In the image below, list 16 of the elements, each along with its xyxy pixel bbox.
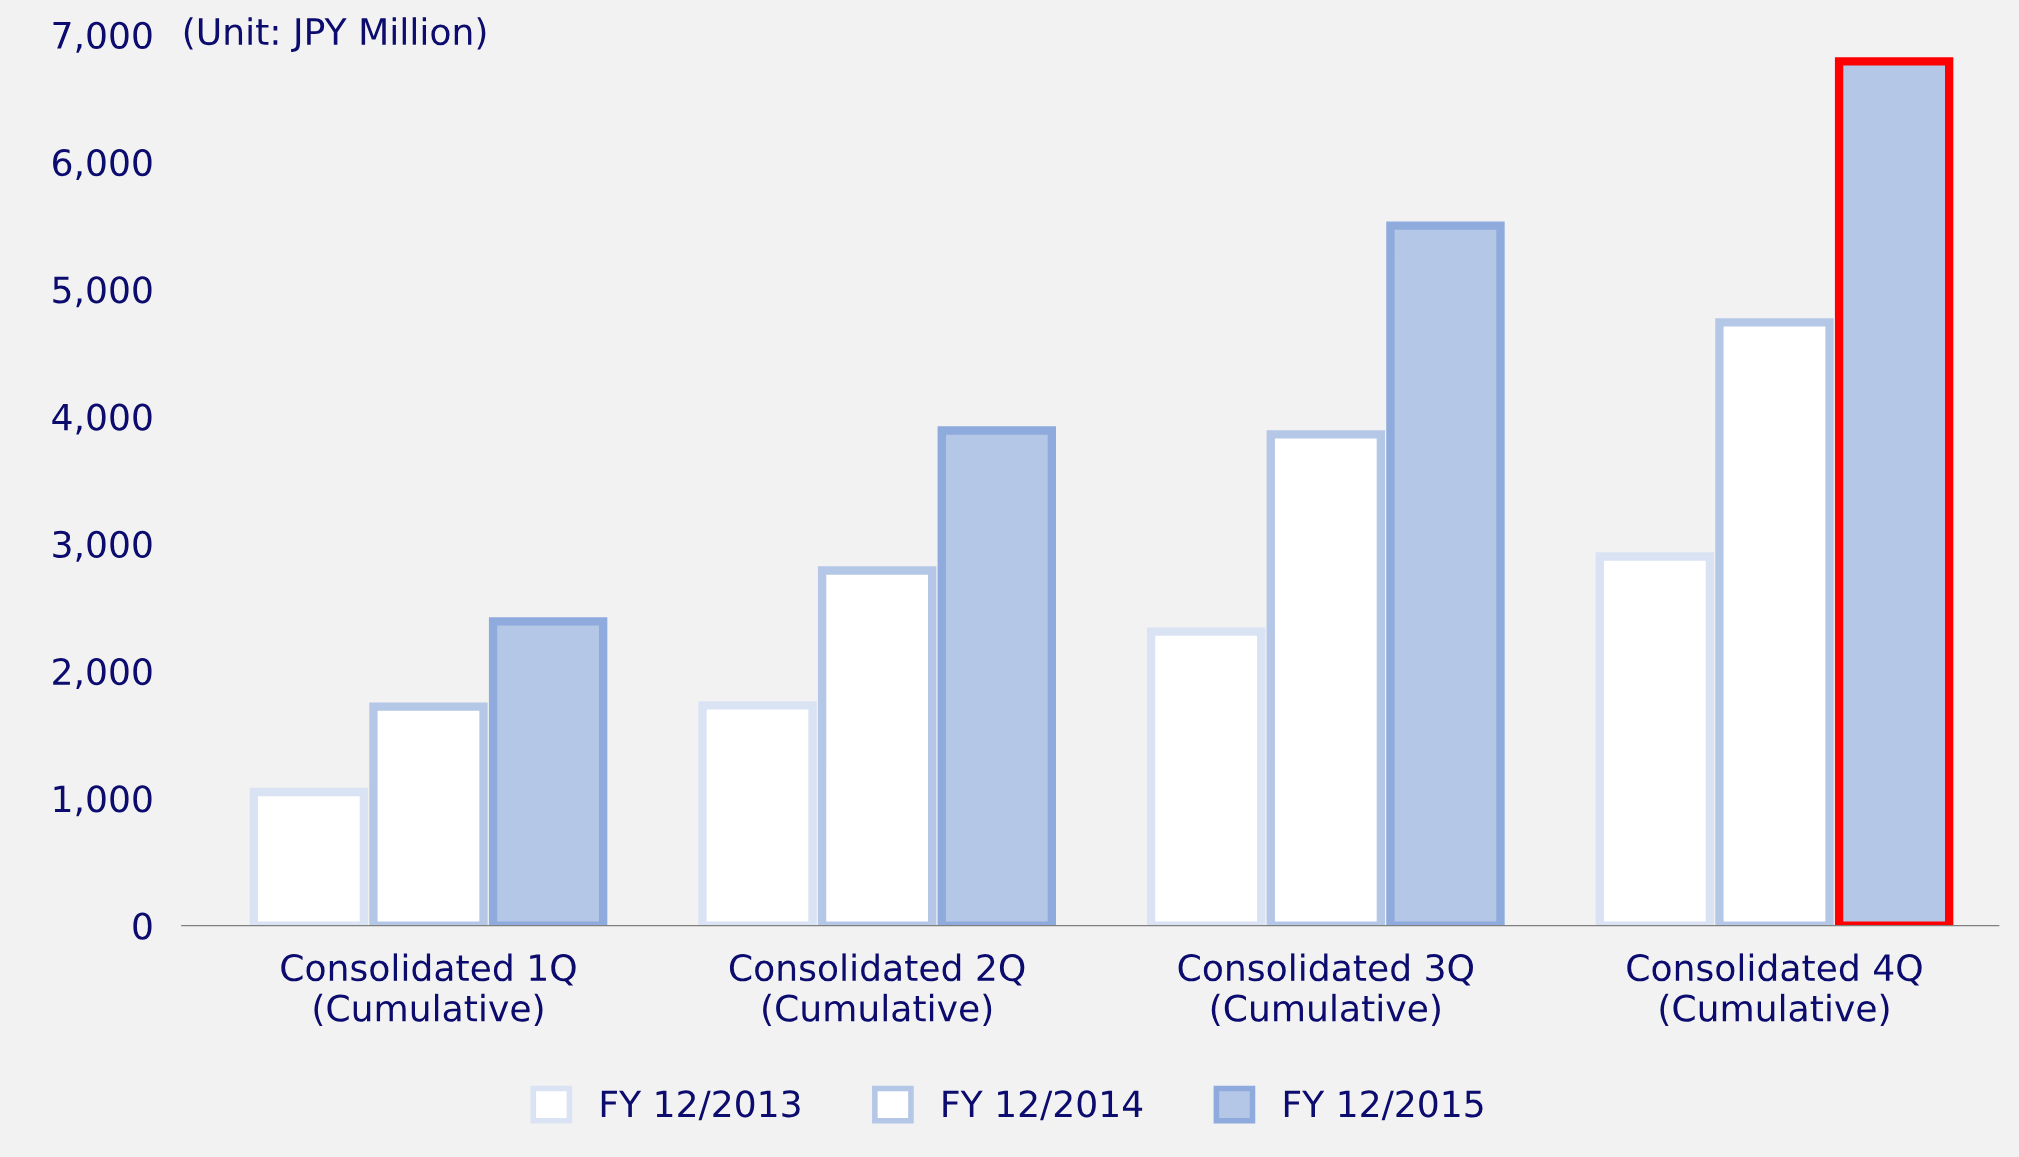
x-tick-label: Consolidated 3Q (Cumulative) — [1178, 953, 1473, 1027]
x-tick-label: Consolidated 2Q (Cumulative) — [729, 953, 1025, 1027]
y-tick-label: 5,000 — [53, 276, 152, 308]
y-tick-label: 1,000 — [54, 785, 152, 817]
x-tick-label: Consolidated 4Q (Cumulative) — [1627, 953, 1922, 1027]
legend-label: FY 12/2014 — [943, 1090, 1143, 1121]
y-tick-label: 7,000 — [53, 21, 152, 53]
y-tick-label: 3,000 — [53, 530, 152, 562]
y-tick-label: 6,000 — [53, 148, 152, 180]
y-tick-label: 4,000 — [52, 403, 152, 435]
legend-label: FY 12/2015 — [1284, 1090, 1483, 1121]
x-tick-label: Consolidated 1Q (Cumulative) — [281, 953, 576, 1027]
y-tick-label: 2,000 — [53, 657, 152, 689]
annotation: (Unit: JPY Million) — [184, 17, 486, 52]
y-tick-label: 0 — [133, 912, 152, 940]
legend-label: FY 12/2013 — [601, 1090, 800, 1121]
